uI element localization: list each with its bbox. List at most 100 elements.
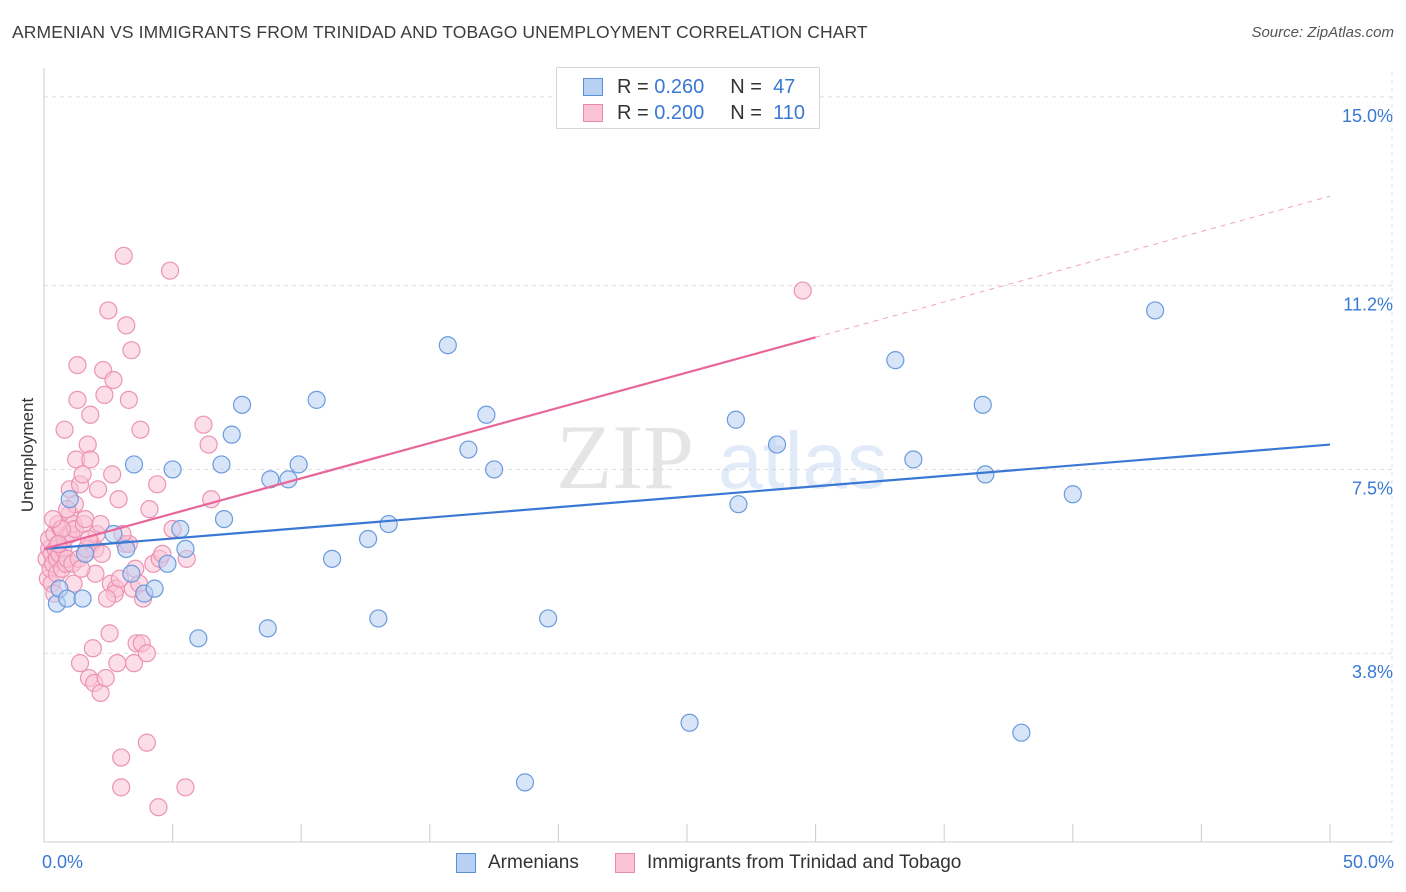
armenians-point [358,529,378,549]
y-tick-labels: 3.8% 7.5% 11.2% 15.0% [1342,106,1393,682]
trinidad-point [103,465,122,484]
watermark: ZIP atlas [556,406,887,508]
trinidad-point [117,316,136,335]
armenians-point [212,455,231,474]
legend-n-value: 110 [773,101,805,124]
trinidad-point [140,500,159,519]
trinidad-point [119,390,138,409]
y-tick-label: 7.5% [1352,478,1393,498]
armenians-point [379,514,398,534]
trinidad-point [148,475,167,494]
armenians-point [322,549,342,568]
armenians-point [729,495,748,514]
trinidad-trend-line [43,336,816,550]
armenians-point [767,435,787,454]
legend-n-label: N = [730,101,762,124]
trinidad-point [124,654,144,673]
trend-layer [43,195,1331,550]
legend-swatch-pink [583,104,603,122]
legend-r-label: R = [617,75,649,98]
armenians-point [232,395,252,414]
armenians-point [477,405,496,424]
legend-r-label: R = [617,101,649,124]
trinidad-point [83,639,102,658]
legend-r-value: 0.200 [654,101,705,124]
legend-swatch-pink [615,853,635,873]
trinidad-point [122,341,141,360]
armenians-trend-line [43,443,1331,550]
legend-r-value: 0.260 [654,75,705,98]
legend-item-armenians[interactable]: Armenians [456,852,579,874]
trinidad-point [92,544,111,563]
watermark-atlas: atlas [718,416,887,505]
trinidad-point [160,261,180,280]
armenians-point [171,519,190,539]
armenians-point [222,425,241,444]
armenians-point [307,390,326,409]
armenians-point [176,539,195,559]
armenians-point [904,450,923,469]
y-tick-label: 11.2% [1343,295,1393,315]
armenians-point [214,509,234,529]
trinidad-point [104,370,123,390]
correlation-legend: R = 0.260 N = 47 R = 0.200 N = 110 [556,67,820,129]
series-legend: Armenians Immigrants from Trinidad and T… [0,852,1406,876]
trinidad-point [72,559,91,578]
trinidad-point [149,798,168,817]
trinidad-point [70,654,90,673]
trinidad-point [114,246,133,265]
armenians-point [485,460,504,479]
trinidad-point [793,281,812,300]
armenians-point [515,773,535,792]
armenians-point [726,410,745,429]
armenians-point [58,589,77,608]
armenians-point [122,564,141,583]
armenians-point [73,589,92,608]
trinidad-point [112,778,131,797]
trinidad-point [99,301,118,320]
armenians-point [973,395,992,414]
legend-label-armenians: Armenians [488,852,579,873]
legend-row-trinidad: R = 0.200 N = 110 [557,99,805,127]
x-tick-label-min: 0.0% [42,852,84,872]
trinidad-point [100,624,119,643]
legend-swatch-blue [456,853,476,873]
trinidad-point [88,480,108,499]
trinidad-point [81,405,100,424]
trinidad-point [76,509,95,529]
armenians-point [438,336,457,355]
trinidad-point [95,385,114,405]
trinidad-point [78,435,97,454]
points-layer [37,246,1165,817]
armenians-point [158,554,177,573]
armenians-point [117,539,136,559]
trinidad-point [96,668,115,688]
y-axis-label: Unemployment [18,397,37,513]
trinidad-trend-line-extension [815,195,1331,338]
trinidad-point [194,415,213,434]
trinidad-point [176,778,195,797]
armenians-point [124,455,144,474]
trinidad-point [55,420,74,439]
trinidad-point [199,435,218,454]
armenians-point [163,460,182,479]
y-tick-label: 15.0% [1342,106,1393,126]
armenians-point [76,544,95,563]
trinidad-point [97,589,117,608]
chart-source: Source: ZipAtlas.com [1251,24,1394,41]
armenians-point [886,351,905,370]
legend-n-label: N = [730,75,762,98]
y-tick-label: 3.8% [1352,662,1393,682]
armenians-point [289,455,308,474]
trinidad-point [137,733,156,752]
legend-row-armenians: R = 0.260 N = 47 [557,73,795,101]
chart-title: ARMENIAN VS IMMIGRANTS FROM TRINIDAD AND… [12,22,868,42]
armenians-point [369,609,388,628]
legend-item-trinidad[interactable]: Immigrants from Trinidad and Tobago [615,852,961,874]
armenians-point [258,619,277,638]
armenians-point [459,440,478,459]
axis-layer [43,68,1392,843]
armenians-point [1012,723,1031,742]
trinidad-point [137,644,156,663]
